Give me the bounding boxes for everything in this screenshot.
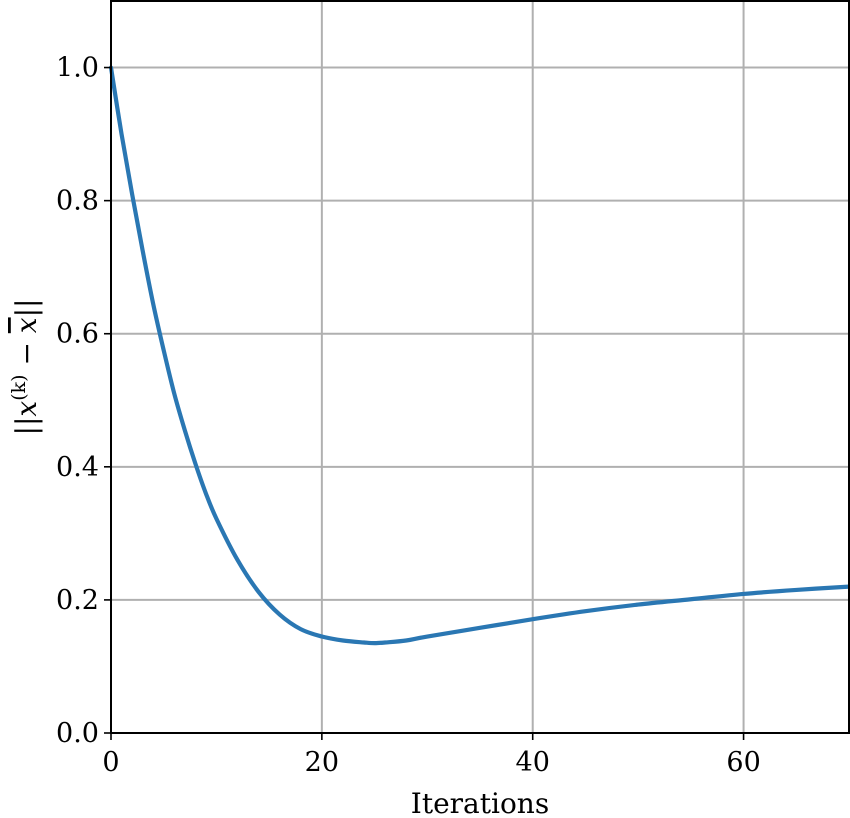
y-grid-lines [111, 66, 849, 601]
x-axis-title: Iterations [411, 787, 549, 818]
y-axis-title: ||x(k) − x|| [8, 299, 43, 436]
series-layer [108, 65, 850, 646]
x-tick-label: 20 [305, 747, 339, 778]
y-axis-title-close: || [10, 299, 43, 318]
x-ticks: 0 20 40 60 [102, 733, 761, 778]
y-axis-title-open: || [10, 417, 43, 436]
x-tick-label: 0 [102, 747, 119, 778]
y-tick-label: 0.2 [56, 585, 99, 616]
y-tick-label: 0.0 [56, 718, 99, 749]
x-grid-lines [320, 1, 745, 733]
y-tick-label: 1.0 [56, 53, 99, 84]
y-tick-label: 0.6 [56, 319, 99, 350]
y-axis-title-minus: − [10, 333, 43, 374]
y-axis-title-sup: (k) [8, 374, 30, 400]
y-ticks: 0.0 0.2 0.4 0.6 0.8 1.0 [56, 53, 111, 749]
y-axis-title-var: x [10, 401, 43, 417]
y-tick-label: 0.8 [56, 186, 99, 217]
plot-frame [110, 0, 850, 734]
y-axis-title-barvar: x [10, 317, 43, 333]
x-tick-label: 60 [726, 747, 760, 778]
series-line [108, 65, 850, 646]
svg-text:||x(k) − x||: ||x(k) − x|| [8, 299, 43, 436]
y-tick-label: 0.4 [56, 452, 99, 483]
x-tick-label: 40 [516, 747, 550, 778]
